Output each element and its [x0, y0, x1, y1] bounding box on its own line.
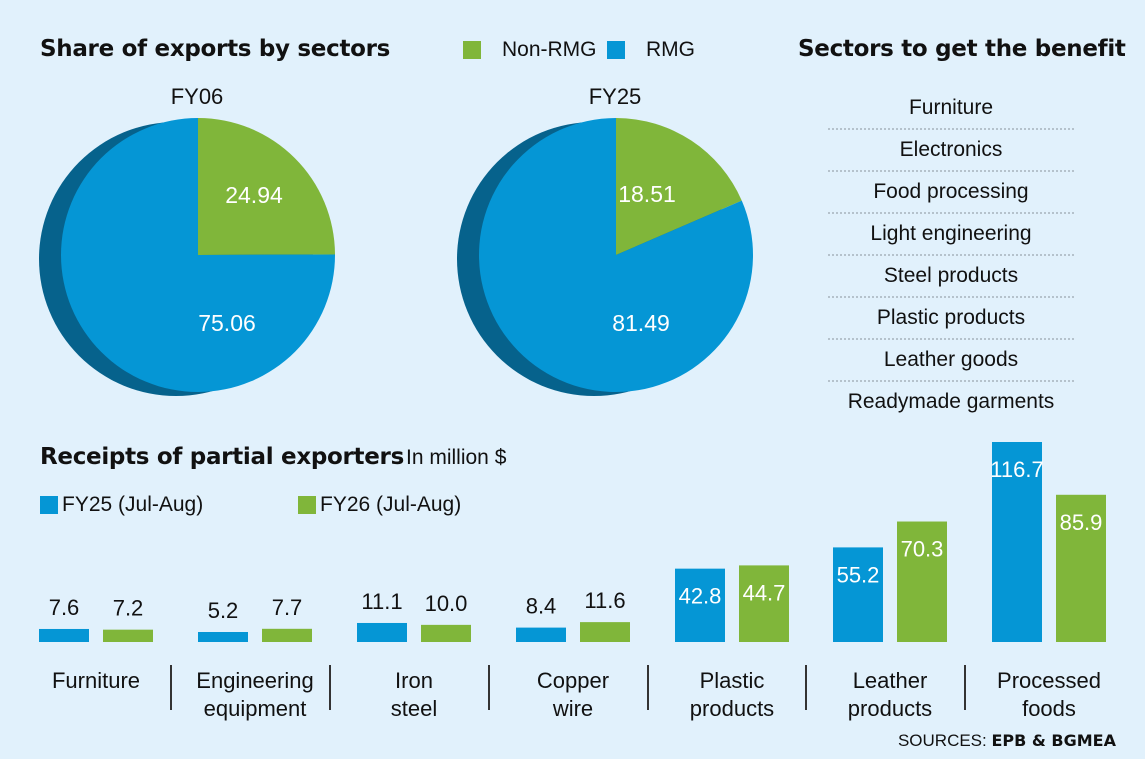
category-label: steel [391, 696, 437, 721]
category-label: Copper [537, 668, 609, 693]
bar-value-label: 8.4 [526, 594, 557, 619]
bar-fy26 [262, 628, 312, 642]
bar-fy26 [897, 521, 947, 642]
bar-legend-fy25: FY25 (Jul-Aug) [40, 493, 203, 517]
bar-value-label: 11.1 [361, 589, 402, 614]
sector-item: Leather goods [828, 340, 1074, 382]
pie-label-fy25: FY25 [588, 84, 642, 109]
bar-value-label: 10.0 [425, 591, 468, 616]
category-label: Leather [853, 668, 928, 693]
legend-swatch-fy26 [298, 496, 316, 514]
bar-value-label: 85.9 [1060, 510, 1103, 535]
bar-value-label: 7.6 [49, 595, 80, 620]
source-note: SOURCES: EPB & BGMEA [898, 731, 1116, 751]
bar-value-label: 7.7 [272, 595, 303, 620]
pie-value-label: 18.51 [618, 181, 676, 207]
bar-unit-label: In million $ [406, 446, 507, 469]
pie-value-label: 24.94 [225, 182, 283, 208]
sector-item: Steel products [828, 256, 1074, 298]
pie-charts: 24.94 75.06 18.51 81.49 [39, 118, 753, 396]
bar-fy25 [675, 568, 725, 642]
sector-item: Food processing [828, 172, 1074, 214]
sector-item: Electronics [828, 130, 1074, 172]
pie-value-label: 81.49 [612, 310, 670, 336]
sector-item: Furniture [828, 88, 1074, 130]
bar-fy26 [1056, 494, 1106, 642]
bar-fy25 [357, 622, 407, 642]
pie-section-title: Share of exports by sectors [40, 36, 391, 62]
bar-fy25 [833, 547, 883, 642]
category-label: products [690, 696, 774, 721]
bar-legend-fy26: FY26 (Jul-Aug) [298, 493, 461, 517]
sector-item: Light engineering [828, 214, 1074, 256]
category-label: foods [1022, 696, 1076, 721]
bar-value-label: 5.2 [208, 598, 239, 623]
bar-section-title: Receipts of partial exporters [40, 444, 404, 470]
bar-fy26 [421, 624, 471, 642]
sectors-title: Sectors to get the benefit [798, 36, 1126, 62]
category-label: Processed [997, 668, 1101, 693]
bar-value-label: 44.7 [743, 580, 786, 605]
bar-fy25 [992, 442, 1042, 642]
bar-fy26 [739, 565, 789, 642]
source-names: EPB & BGMEA [991, 731, 1116, 750]
category-label: Plastic [700, 668, 765, 693]
bar-value-label: 42.8 [679, 584, 722, 609]
category-label: Engineering [196, 668, 313, 693]
bar-fy25 [516, 627, 566, 642]
legend-label-rmg: RMG [646, 38, 695, 61]
sectors-list: Furniture Electronics Food processing Light… [828, 88, 1074, 422]
pie-slice-non-rmg [616, 118, 742, 255]
source-prefix: SOURCES: [897, 731, 987, 750]
category-label: equipment [204, 696, 307, 721]
bar-fy26 [580, 622, 630, 642]
pie-chart-fy06: 24.94 75.06 [39, 118, 335, 396]
bar-value-label: 55.2 [837, 562, 880, 587]
pie-slice-non-rmg [198, 118, 335, 255]
category-label: Furniture [52, 668, 140, 693]
pie-value-label: 75.06 [198, 310, 256, 336]
legend-label-fy25: FY25 (Jul-Aug) [62, 493, 204, 516]
sector-item: Plastic products [828, 298, 1074, 340]
legend-label-fy26: FY26 (Jul-Aug) [320, 493, 462, 516]
bar-fy25 [198, 632, 248, 642]
category-label: wire [552, 696, 593, 721]
legend-swatch-non-rmg [463, 41, 481, 59]
legend-swatch-fy25 [40, 496, 58, 514]
pie-slice-rmg [61, 118, 335, 393]
pie-chart-fy25: 18.51 81.49 [457, 118, 753, 396]
category-label: products [848, 696, 932, 721]
bar-value-label: 70.3 [901, 537, 944, 562]
sector-item: Readymade garments [847, 390, 1055, 413]
bar-value-label: 7.2 [113, 596, 144, 621]
pie-label-fy06: FY06 [170, 84, 224, 109]
pie-slice-rmg [479, 118, 753, 393]
bar-fy25 [39, 628, 89, 642]
pie-legend-non-rmg: Non-RMG [463, 38, 597, 62]
bar-value-label: 116.7 [990, 457, 1043, 482]
legend-label-non-rmg: Non-RMG [502, 38, 597, 61]
bar-fy26 [103, 629, 153, 642]
category-label: Iron [395, 668, 433, 693]
bar-chart: 7.6 7.2 Furniture 5.2 7.7 Engineering equipmen… [39, 442, 1106, 721]
legend-swatch-rmg [607, 41, 625, 59]
bar-value-label: 11.6 [584, 588, 625, 613]
pie-legend-rmg: RMG [607, 38, 695, 62]
